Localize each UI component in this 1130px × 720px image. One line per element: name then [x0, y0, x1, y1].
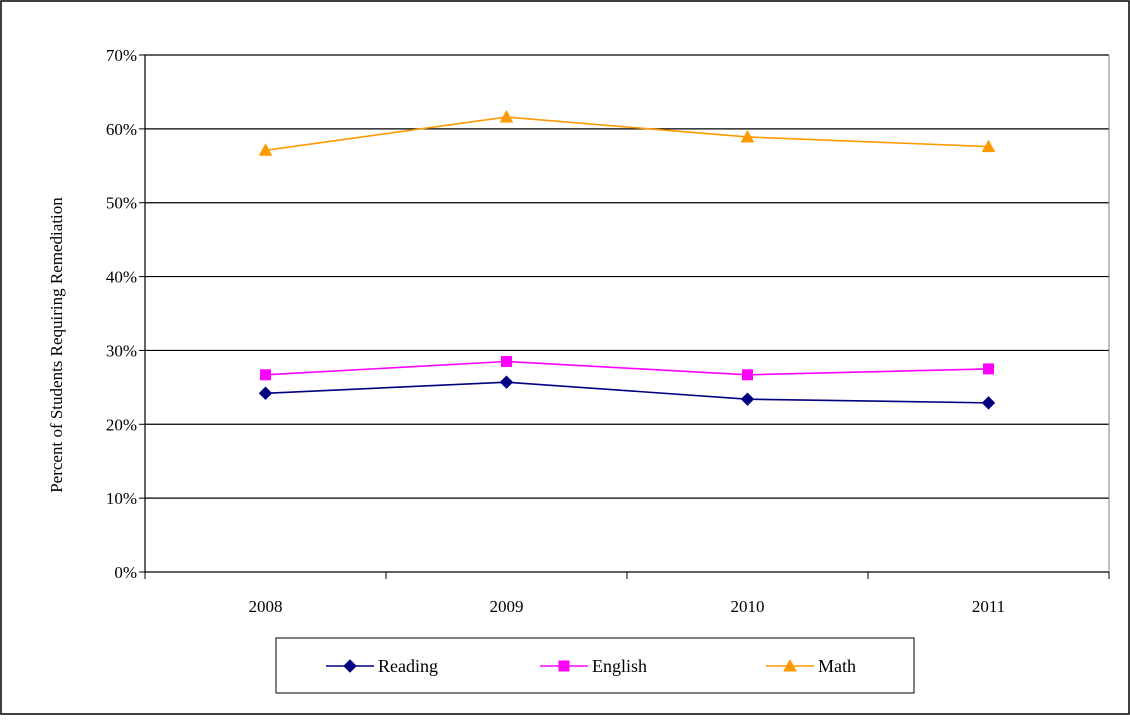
legend-label-reading: Reading: [378, 656, 438, 676]
data-point-english: [501, 356, 512, 368]
data-point-reading: [258, 386, 273, 400]
axes: [139, 54, 1110, 579]
legend-marker-reading: [343, 659, 357, 673]
data-point-english: [742, 369, 753, 381]
y-tick-labels: 0% 10% 20% 30% 40% 50% 60% 70%: [106, 46, 137, 582]
data-point-english: [260, 369, 271, 381]
y-tick-label: 60%: [106, 120, 137, 139]
data-point-math: [499, 109, 514, 123]
legend: Reading English Math: [275, 637, 915, 694]
x-tick-label: 2009: [490, 597, 524, 616]
x-tick-label: 2010: [731, 597, 765, 616]
y-tick-label: 0%: [114, 563, 137, 582]
x-tick-label: 2011: [972, 597, 1005, 616]
x-tick-label: 2008: [249, 597, 283, 616]
legend-label-english: English: [592, 656, 647, 676]
x-tick-labels: 2008 2009 2010 2011: [249, 597, 1006, 616]
data-point-math: [981, 139, 996, 153]
series-line-english: [265, 360, 989, 376]
y-tick-label: 50%: [106, 194, 137, 213]
data-point-math: [740, 129, 755, 143]
legend-marker-english: [558, 660, 570, 672]
y-axis-label: Percent of Students Requiring Remediatio…: [47, 197, 66, 493]
series-line-math: [265, 116, 989, 152]
y-tick-label: 10%: [106, 489, 137, 508]
y-tick-label: 30%: [106, 341, 137, 360]
y-tick-label: 70%: [106, 46, 137, 65]
data-point-math: [258, 143, 273, 156]
data-point-reading: [981, 396, 996, 410]
data-point-reading: [740, 392, 755, 406]
data-point-english: [983, 363, 994, 375]
y-tick-label: 40%: [106, 268, 137, 287]
data-point-reading: [499, 375, 514, 389]
y-tick-label: 20%: [106, 415, 137, 434]
gridlines: [145, 54, 1109, 499]
legend-marker-math: [783, 658, 797, 672]
legend-label-math: Math: [818, 656, 856, 676]
series-line-reading: [265, 381, 989, 404]
series: [258, 109, 996, 410]
